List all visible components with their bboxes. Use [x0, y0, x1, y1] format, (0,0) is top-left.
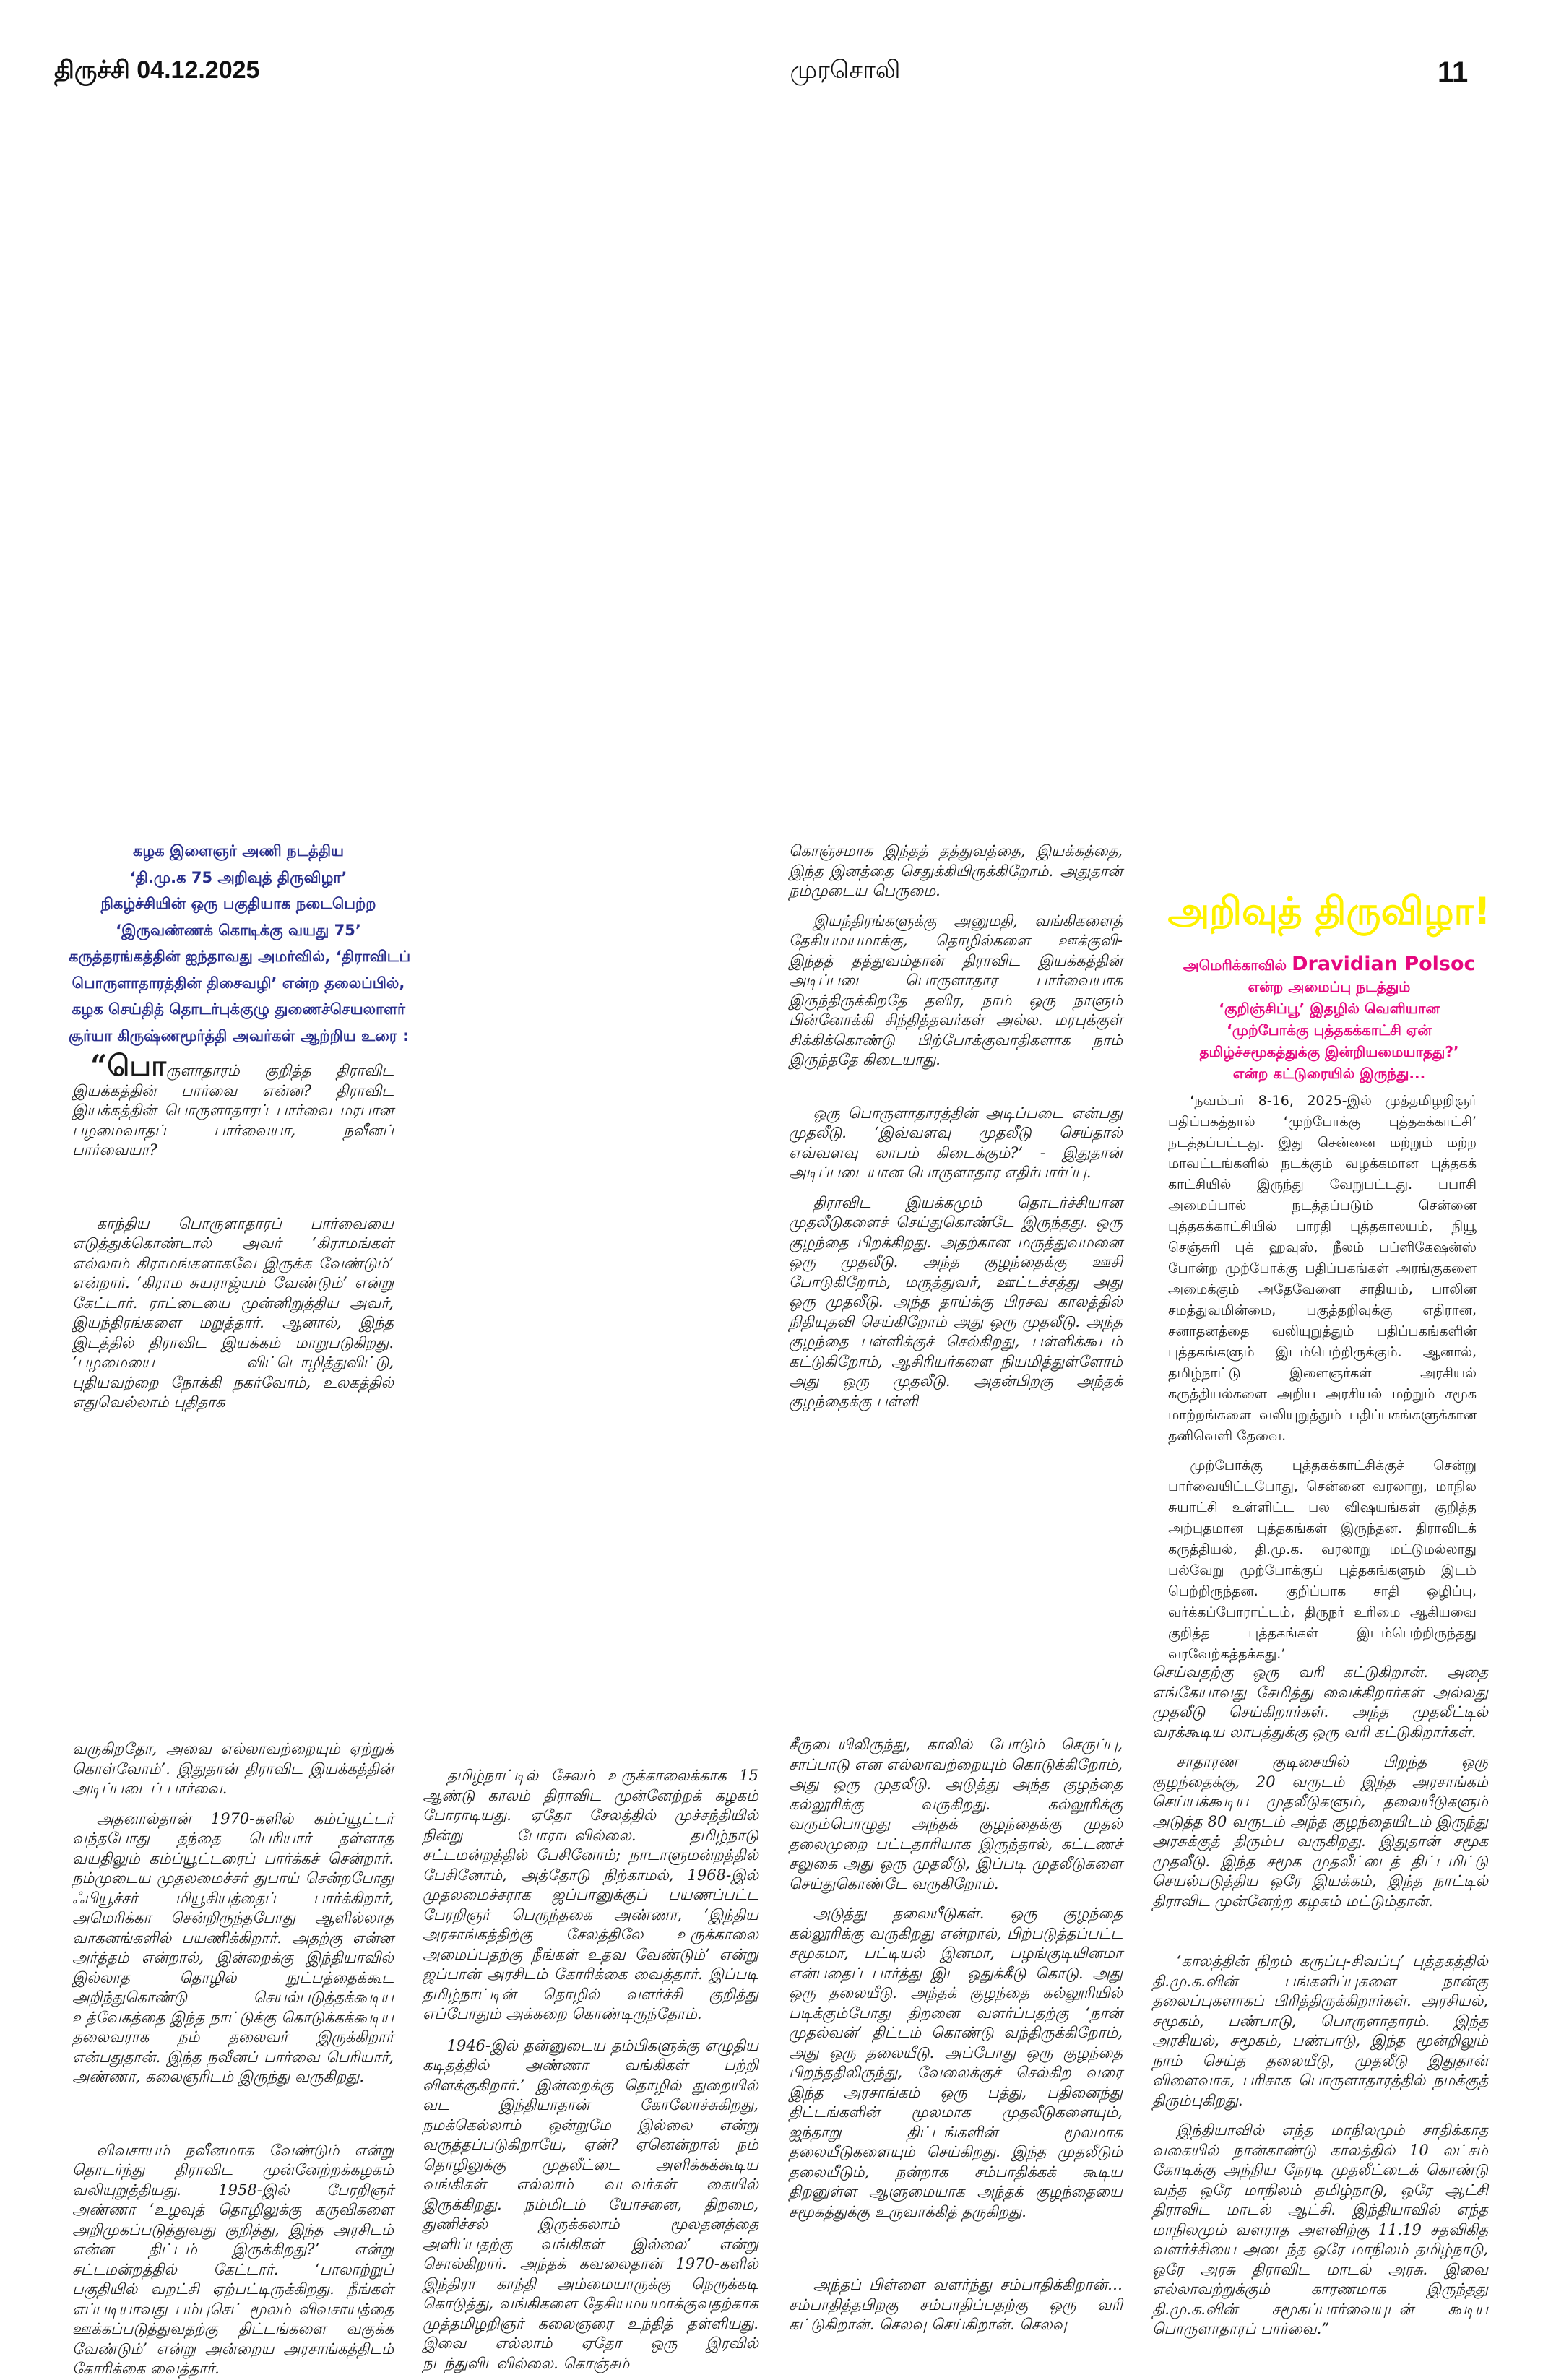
- article-paragraph: 1946-இல் தன்னுடைய தம்பிகளுக்கு எழுதிய கட…: [423, 2036, 758, 2372]
- article-column-2-bottom: தமிழ்நாட்டில் சேலம் உருக்காலைக்காக 15 ஆண…: [423, 1766, 758, 2373]
- article-column-4-bottom: செய்வதற்கு ஒரு வரி கட்டுகிறான். அதை எங்க…: [1152, 1663, 1488, 2340]
- paragraph-text: ருளாதாரம் குறித்த திராவிட இயக்கத்தின் பா…: [72, 1062, 394, 1159]
- article-paragraph: காந்திய பொருளாதாரப் பார்வையை எடுத்துக்கொ…: [72, 1214, 394, 1411]
- sidebar-subtitle: அமெரிக்காவில் Dravidian Polsoc என்ற அமைப…: [1141, 953, 1517, 1084]
- intro-line: கருத்தரங்கத்தின் ஐந்தாவது அமர்வில், ‘திர…: [69, 948, 411, 965]
- intro-line: பொருளாதாரத்தின் திசைவழி’ என்ற தலைப்பில்,: [72, 974, 405, 992]
- sidebar-paragraph: முற்போக்கு புத்தகக்காட்சிக்குச் சென்று ப…: [1168, 1458, 1477, 1662]
- article-paragraph: விவசாயம் நவீனமாக வேண்டும் என்று தொடர்ந்த…: [72, 2141, 394, 2378]
- article-paragraph: சாதாரண குடிசையில் பிறந்த ஒரு குழந்தைக்கு…: [1152, 1753, 1488, 1910]
- article-paragraph: ஒரு பொருளாதாரத்தின் அடிப்படை என்பது முதல…: [789, 1104, 1123, 1182]
- article-paragraph: அந்தப் பிள்ளை வளர்ந்து சம்பாதிக்கிறான்… …: [789, 2276, 1123, 2333]
- article-paragraph: சீருடையிலிருந்து, காலில் போடும் செருப்பு…: [789, 1736, 1123, 1892]
- subtitle-organization: Dravidian Polsoc: [1292, 953, 1476, 975]
- intro-line: நிகழ்ச்சியின் ஒரு பகுதியாக நடைபெற்ற: [100, 895, 376, 912]
- sidebar-paragraph: ‘நவம்பர் 8-16, 2025-இல் முத்தமிழறிஞர் பத…: [1168, 1093, 1477, 1444]
- article-column-1-bottom: வருகிறதோ, அவை எல்லாவற்றையும் ஏற்றுக் கொள…: [72, 1739, 394, 2379]
- subtitle-prefix: அமெரிக்காவில்: [1183, 956, 1287, 974]
- intro-line: சூர்யா கிருஷ்ணமூர்த்தி அவர்கள் ஆற்றிய உர…: [69, 1026, 409, 1044]
- subtitle-line: அமெரிக்காவில் Dravidian Polsoc: [1141, 953, 1517, 976]
- sidebar-body: ‘நவம்பர் 8-16, 2025-இல் முத்தமிழறிஞர் பத…: [1168, 1091, 1477, 1665]
- article-paragraph: “பொருளாதாரம் குறித்த திராவிட இயக்கத்தின்…: [72, 1052, 394, 1161]
- article-paragraph: செய்வதற்கு ஒரு வரி கட்டுகிறான். அதை எங்க…: [1152, 1663, 1488, 1741]
- article-column-3-top: கொஞ்சமாக இந்தத் தத்துவத்தை, இயக்கத்தை, இ…: [789, 841, 1123, 1411]
- article-paragraph: அடுத்து தலையீடுகள். ஒரு குழந்தை கல்லூரிக…: [789, 1905, 1123, 2220]
- article-column-3-bottom: சீருடையிலிருந்து, காலில் போடும் செருப்பு…: [789, 1735, 1123, 2335]
- article-paragraph: வருகிறதோ, அவை எல்லாவற்றையும் ஏற்றுக் கொள…: [72, 1740, 394, 1797]
- article-paragraph: தமிழ்நாட்டில் சேலம் உருக்காலைக்காக 15 ஆண…: [423, 1767, 758, 2022]
- intro-line: கழக இளைஞர் அணி நடத்திய: [132, 842, 345, 860]
- subtitle-line: ‘முற்போக்கு புத்தகக்காட்சி ஏன்: [1227, 1021, 1432, 1039]
- edition-date: திருச்சி 04.12.2025: [54, 56, 260, 84]
- subtitle-line: ‘குறிஞ்சிப்பூ’ இதழில் வெளியான: [1219, 1000, 1440, 1017]
- intro-line: ‘தி.மு.க 75 அறிவுத் திருவிழா’: [129, 868, 347, 886]
- article-column-1-top: “பொருளாதாரம் குறித்த திராவிட இயக்கத்தின்…: [72, 1052, 394, 1413]
- article-paragraph: இந்தியாவில் எந்த மாநிலமும் சாதிக்காத வகை…: [1152, 2121, 1488, 2337]
- subtitle-line: என்ற அமைப்பு நடத்தும்: [1248, 978, 1411, 995]
- article-paragraph: இயந்திரங்களுக்கு அனுமதி, வங்கிகளைத் தேசி…: [789, 912, 1123, 1069]
- article-paragraph: அதனால்தான் 1970-களில் கம்ப்யூட்டர் வந்தப…: [72, 1809, 394, 2086]
- intro-line: ‘இருவண்ணக் கொடிக்கு வயது 75’: [116, 921, 361, 939]
- subtitle-line: தமிழ்ச்சமூகத்துக்கு இன்றியமையாதது?’: [1199, 1043, 1459, 1060]
- article-intro: கழக இளைஞர் அணி நடத்திய ‘தி.மு.க 75 அறிவு…: [69, 838, 411, 1049]
- page-number: 11: [1438, 56, 1469, 88]
- sidebar-title: அறிவுத் திருவிழா!: [1167, 890, 1491, 933]
- article-paragraph: ‘காலத்தின் நிறம் கருப்பு-சிவப்பு’ புத்தக…: [1152, 1952, 1488, 2109]
- drop-cap: “பொ: [90, 1049, 166, 1083]
- intro-line: கழக செய்தித் தொடர்புக்குழு துணைச்செயலாளர…: [71, 1000, 405, 1018]
- newspaper-name: முரசொலி: [790, 56, 901, 84]
- subtitle-line: என்ற கட்டுரையில் இருந்து...: [1232, 1065, 1426, 1082]
- article-paragraph: திராவிட இயக்கமும் தொடர்ச்சியான முதலீடுகள…: [789, 1193, 1123, 1410]
- article-paragraph: கொஞ்சமாக இந்தத் தத்துவத்தை, இயக்கத்தை, இ…: [789, 842, 1123, 899]
